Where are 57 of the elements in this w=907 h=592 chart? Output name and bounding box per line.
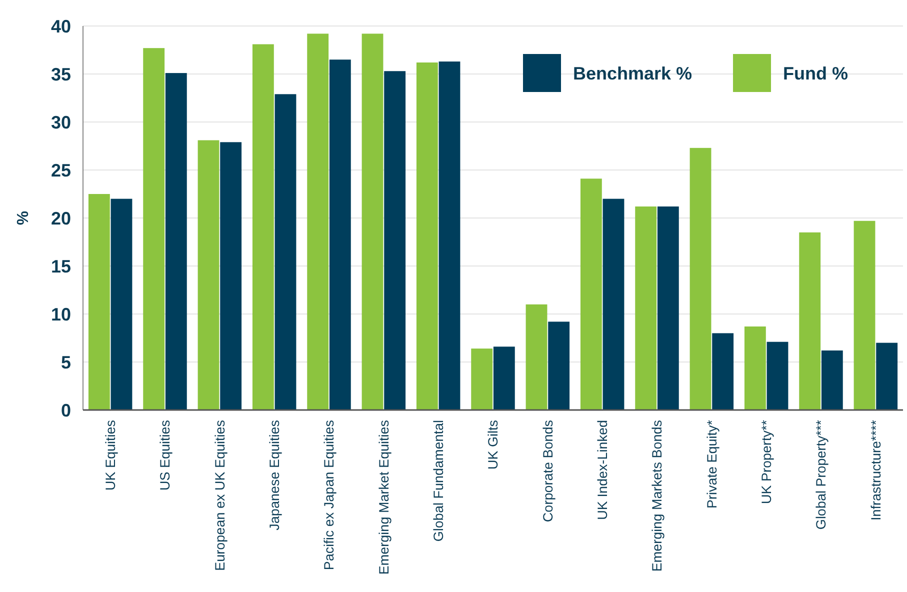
x-tick-label: Emerging Markets Bonds: [650, 420, 665, 572]
x-tick-label: UK Gilts: [486, 420, 501, 470]
bar: [438, 62, 460, 410]
bar: [744, 326, 766, 410]
bar: [690, 148, 712, 410]
bar: [110, 198, 132, 410]
bar: [307, 34, 329, 410]
bar: [329, 60, 351, 410]
bar: [602, 198, 624, 410]
legend-label: Fund %: [783, 63, 848, 84]
y-tick-label: 20: [50, 208, 71, 228]
y-tick-label: 5: [60, 352, 71, 372]
bar: [799, 232, 821, 410]
bar: [766, 342, 788, 410]
bar: [657, 206, 679, 410]
bar: [220, 142, 242, 410]
y-tick-label: 40: [50, 16, 71, 36]
x-tick-label: Emerging Market Equities: [376, 420, 392, 575]
bar: [416, 62, 438, 410]
bar: [493, 346, 515, 410]
y-tick-label: 0: [60, 400, 71, 420]
bar: [580, 178, 602, 410]
bar: [384, 71, 406, 410]
x-tick-label: Japanese Equities: [267, 420, 282, 530]
x-tick-label: UK Equities: [103, 420, 118, 491]
bar: [876, 342, 898, 410]
y-tick-label: 30: [50, 112, 71, 132]
bar: [165, 73, 187, 410]
x-tick-label: UK Property**: [759, 419, 774, 504]
x-tick-label: Pacific ex Japan Equities: [322, 420, 337, 570]
bar: [821, 350, 843, 410]
y-tick-label: 35: [50, 64, 71, 84]
bar: [362, 34, 384, 410]
x-tick-label: Private Equity*: [704, 419, 720, 509]
bar: [198, 140, 220, 410]
bar: [274, 94, 296, 410]
x-tick-label: Global Fundamental: [431, 420, 446, 542]
x-tick-label: Infrastructure****: [868, 419, 884, 521]
y-tick-label: 25: [50, 160, 71, 180]
bar: [548, 322, 570, 410]
y-tick-label: 15: [50, 256, 71, 276]
x-tick-label: European ex UK Equities: [212, 420, 228, 571]
bar: [252, 44, 274, 410]
x-tick-label: US Equities: [158, 420, 173, 491]
x-tick-label: Corporate Bonds: [540, 420, 556, 522]
bar: [635, 206, 657, 410]
bar: [471, 348, 493, 410]
bar: [88, 194, 110, 410]
bar: [854, 220, 876, 410]
x-tick-label: UK Index-Linked: [595, 420, 610, 520]
y-tick-label: 10: [50, 304, 71, 324]
bar: [143, 48, 165, 410]
bar: [526, 304, 548, 410]
x-tick-label: Global Property***: [814, 419, 829, 530]
bar: [712, 333, 734, 410]
legend-label: Benchmark %: [573, 63, 692, 84]
y-axis-title: %: [15, 210, 32, 226]
